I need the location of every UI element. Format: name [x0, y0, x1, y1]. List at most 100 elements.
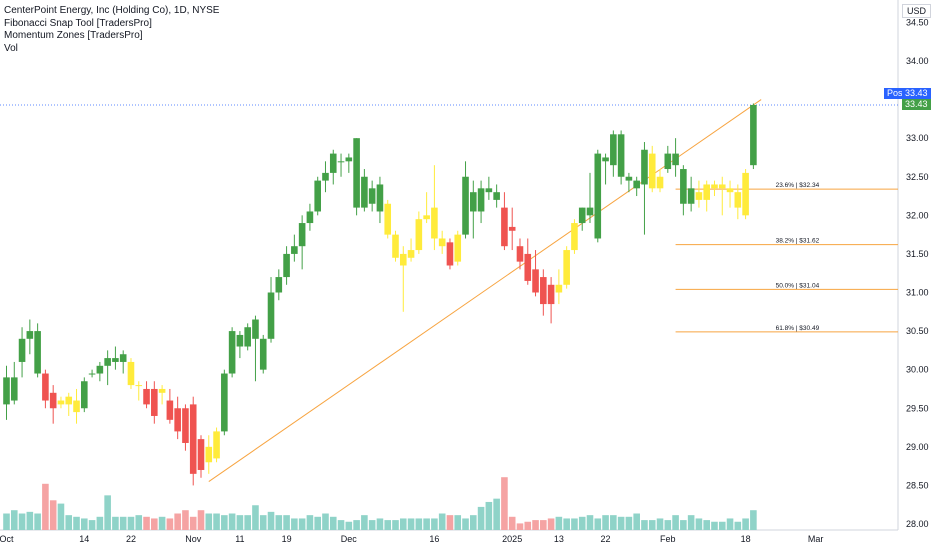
volume-bar — [337, 520, 345, 530]
candle-body — [711, 184, 718, 189]
volume-bar — [228, 513, 236, 530]
price-tick-label: 32.00 — [906, 210, 929, 220]
volume-bar — [376, 518, 384, 530]
candle-body — [104, 358, 111, 366]
candle-body — [415, 219, 423, 251]
volume-bar — [275, 515, 283, 530]
candle-body — [718, 184, 726, 189]
fib-level-label: 38.2% | $31.62 — [776, 238, 820, 245]
time-tick-label: 18 — [741, 534, 751, 544]
candle-body — [42, 373, 49, 401]
candle-body — [259, 338, 267, 370]
volume-bar — [672, 515, 679, 530]
candle-body — [742, 172, 749, 216]
volume-bar — [703, 520, 710, 530]
candle-body — [112, 358, 119, 362]
candle-body — [586, 207, 594, 216]
volume-bar — [734, 521, 742, 530]
chart-legend: CenterPoint Energy, Inc (Holding Co), 1D… — [4, 5, 219, 55]
candle-body — [18, 338, 26, 362]
volume-bar — [602, 515, 609, 530]
time-tick-label: 13 — [554, 534, 564, 544]
candle-body — [221, 373, 228, 432]
fib-level-label: 61.8% | $30.49 — [776, 325, 820, 332]
price-tick-label: 31.50 — [906, 249, 929, 259]
volume-bar — [540, 520, 547, 530]
candle-body — [283, 253, 290, 278]
volume-bar — [96, 516, 104, 530]
volume-bar — [166, 518, 174, 530]
candle-body — [454, 234, 462, 262]
volume-bar — [578, 516, 586, 530]
candle-body — [477, 188, 485, 212]
volume-bar — [236, 515, 244, 530]
volume-bar — [182, 510, 189, 530]
candle-body — [329, 153, 337, 173]
volume-bar — [571, 518, 578, 530]
candle-body — [81, 381, 88, 409]
candle-body — [407, 250, 415, 258]
candle-body — [508, 226, 516, 231]
volume-bar — [493, 498, 500, 530]
symbol-title[interactable]: CenterPoint Energy, Inc (Holding Co), 1D… — [4, 5, 220, 16]
volume-bar — [641, 520, 648, 530]
volume-bar — [501, 477, 508, 530]
volume-bar — [508, 516, 516, 530]
volume-bar — [18, 513, 26, 530]
volume-bar — [81, 518, 88, 530]
currency-label[interactable]: USD — [902, 4, 932, 18]
candle-body — [493, 192, 500, 200]
candle-body — [672, 153, 679, 166]
volume-bar — [361, 515, 368, 530]
candle-body — [594, 153, 602, 239]
volume-bar — [742, 518, 749, 530]
volume-bar — [368, 520, 376, 530]
indicator-momentum[interactable]: Momentum Zones [TradersPro] — [4, 30, 143, 41]
volume-bar — [617, 516, 625, 530]
candle-body — [516, 246, 524, 262]
candle-body — [695, 192, 703, 200]
candle-body — [446, 242, 454, 266]
volume-bar — [57, 503, 65, 530]
volume-bar — [127, 516, 135, 530]
candle-body — [617, 134, 625, 177]
candle-body — [197, 439, 205, 470]
volume-bar — [283, 515, 290, 530]
volume-bar — [648, 520, 656, 530]
candle-body — [345, 157, 353, 162]
candle-body — [174, 408, 181, 432]
volume-bar — [298, 518, 306, 530]
candle-body — [680, 169, 687, 204]
candle-body — [602, 157, 609, 162]
indicator-volume[interactable]: Vol — [4, 42, 18, 54]
candle-body — [353, 138, 360, 208]
candle-body — [485, 188, 493, 193]
candle-body — [687, 188, 695, 204]
price-tick-label: 32.50 — [906, 172, 929, 182]
candle-body — [361, 176, 368, 208]
indicator-fibonacci[interactable]: Fibonacci Snap Tool [TradersPro] — [4, 17, 152, 29]
time-tick-label: 22 — [126, 534, 136, 544]
candle-body — [524, 253, 532, 281]
volume-bar — [633, 513, 640, 530]
candle-body — [376, 184, 384, 212]
candle-body — [244, 327, 251, 347]
volume-bar — [221, 515, 228, 530]
time-tick-label: 22 — [601, 534, 611, 544]
candle-body — [205, 446, 213, 463]
candle-body — [127, 361, 135, 386]
volume-bar — [26, 511, 34, 530]
volume-bar — [392, 520, 399, 530]
volume-bar — [34, 513, 41, 530]
volume-bar — [446, 515, 454, 530]
price-tick-label: 30.50 — [906, 326, 929, 336]
volume-bar — [454, 515, 462, 530]
candle-body — [462, 176, 469, 235]
post-tag: Post — [884, 88, 909, 99]
candle-body — [298, 223, 306, 247]
candle-body — [384, 203, 392, 235]
volume-bar — [73, 516, 80, 530]
volume-bar — [88, 520, 96, 530]
volume-bar — [524, 521, 532, 530]
